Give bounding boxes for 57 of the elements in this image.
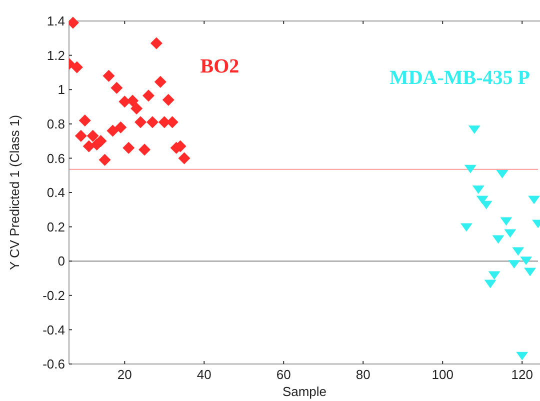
- point: [468, 125, 480, 134]
- x-tick-label: 20: [117, 367, 132, 382]
- point: [154, 76, 166, 88]
- point: [504, 229, 516, 238]
- point: [484, 280, 496, 288]
- point: [106, 124, 119, 137]
- x-tick-label: 80: [356, 367, 370, 382]
- point: [146, 116, 158, 128]
- point: [516, 352, 528, 360]
- point: [512, 247, 524, 256]
- point: [488, 271, 500, 280]
- y-tick-label: 0.4: [46, 185, 65, 200]
- x-tick-label: 100: [432, 367, 454, 382]
- y-tick-label: 0.8: [46, 116, 65, 132]
- point: [524, 268, 536, 276]
- y-tick-label: -0.6: [42, 356, 65, 372]
- x-tick-label: 40: [196, 367, 212, 382]
- point: [178, 152, 190, 164]
- point: [138, 144, 151, 156]
- y-tick-label: 1.2: [46, 48, 65, 63]
- point: [460, 223, 472, 232]
- point: [162, 94, 174, 106]
- x-tick-label: 120: [511, 367, 533, 382]
- point: [126, 94, 139, 107]
- point: [500, 217, 512, 226]
- point: [492, 235, 504, 244]
- point: [528, 196, 540, 204]
- point: [114, 121, 127, 134]
- point: [98, 154, 111, 166]
- point: [130, 102, 143, 114]
- point: [142, 90, 154, 102]
- point: [78, 114, 91, 126]
- y-tick-label: -0.2: [42, 288, 65, 303]
- point: [122, 142, 135, 154]
- point: [82, 140, 95, 152]
- y-tick-label: 1.4: [46, 14, 65, 29]
- y-axis-title: Y CV Predicted 1 (Class 1): [7, 114, 22, 270]
- y-tick-label: 1: [58, 82, 65, 98]
- point: [86, 130, 99, 142]
- y-tick-label: 0.2: [46, 219, 65, 234]
- x-tick-label: 60: [276, 367, 291, 382]
- point: [110, 82, 123, 94]
- point: [102, 70, 115, 82]
- y-tick-label: -0.4: [42, 322, 65, 338]
- point: [520, 256, 532, 266]
- point: [70, 61, 83, 74]
- point: [480, 200, 492, 210]
- text: MDA-MB-435 P: [389, 67, 530, 90]
- y-tick-label: 0.6: [46, 150, 65, 166]
- y-tick-label: 0: [58, 254, 65, 269]
- point: [74, 130, 87, 142]
- series-label: BO2: [200, 56, 240, 78]
- point: [150, 37, 162, 50]
- point: [464, 164, 476, 174]
- point: [472, 185, 484, 194]
- point: [134, 116, 147, 128]
- x-axis-title: Sample: [282, 384, 327, 399]
